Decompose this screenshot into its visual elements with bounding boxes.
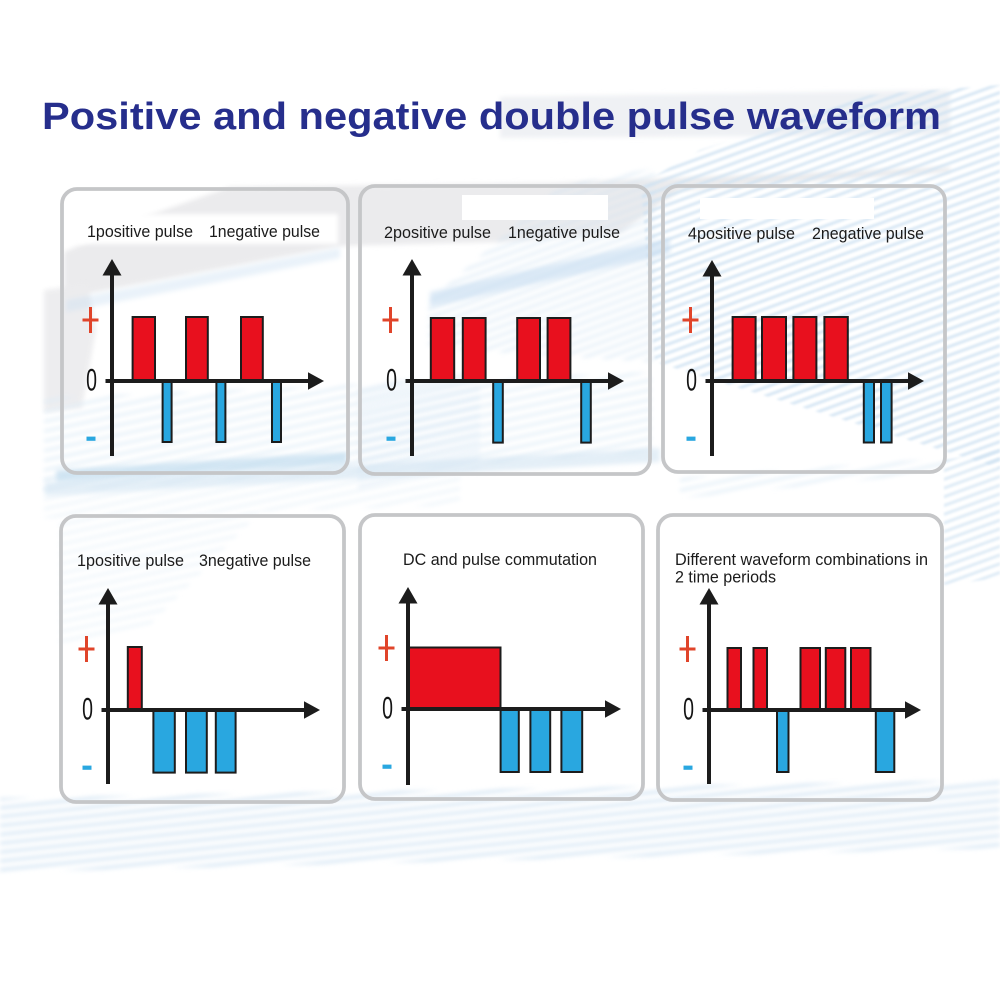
svg-text:1negative pulse: 1negative pulse bbox=[209, 223, 320, 241]
svg-text:Different waveform combination: Different waveform combinations in bbox=[675, 551, 928, 569]
svg-text:0: 0 bbox=[82, 691, 93, 727]
svg-text:2 time periods: 2 time periods bbox=[675, 569, 776, 587]
svg-text:2negative pulse: 2negative pulse bbox=[812, 225, 924, 243]
svg-text:4positive pulse: 4positive pulse bbox=[688, 225, 795, 243]
svg-text:1positive pulse: 1positive pulse bbox=[77, 552, 184, 570]
svg-text:2positive pulse: 2positive pulse bbox=[384, 224, 491, 242]
svg-text:0: 0 bbox=[686, 362, 697, 398]
svg-text:0: 0 bbox=[386, 362, 397, 398]
svg-text:1positive pulse: 1positive pulse bbox=[87, 223, 193, 241]
svg-text:0: 0 bbox=[683, 691, 694, 727]
svg-text:0: 0 bbox=[86, 362, 97, 398]
svg-text:1negative pulse: 1negative pulse bbox=[508, 224, 620, 242]
svg-text:Positive and negative double p: Positive and negative double pulse wavef… bbox=[42, 96, 941, 138]
svg-text:DC and pulse commutation: DC and pulse commutation bbox=[403, 551, 597, 569]
svg-text:3negative pulse: 3negative pulse bbox=[199, 552, 311, 570]
svg-text:0: 0 bbox=[382, 690, 393, 726]
